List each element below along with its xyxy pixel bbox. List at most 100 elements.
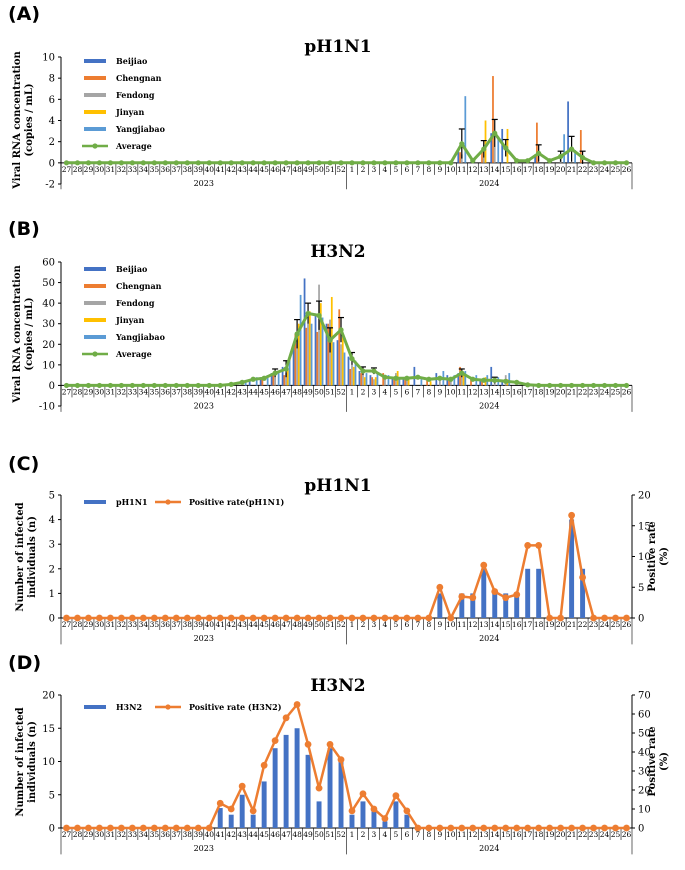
x-tick-label: 13 [479,165,489,174]
x-tick-label: 23 [589,387,599,396]
line-point [414,614,422,622]
bar-h3n2 [338,761,344,828]
line-point [579,382,586,389]
line-point [590,614,597,622]
y2-tick-label: 5 [638,583,644,594]
line-point [503,378,509,384]
line-point [315,784,323,792]
y-tick-label: 40 [42,299,55,310]
x-tick-label: 18 [534,165,544,174]
chart-title: pH1N1 [304,476,371,496]
line-point [63,382,70,389]
year-label: 2023 [194,401,214,410]
x-tick-label: 23 [589,165,599,174]
x-tick-label: 6 [405,830,410,839]
x-tick-label: 38 [183,620,193,629]
x-tick-label: 22 [578,165,588,174]
line-point [492,130,498,136]
x-tick-label: 33 [128,620,138,629]
line-point [151,160,157,166]
x-tick-label: 50 [314,165,324,174]
bar-chengnan [448,379,450,386]
x-tick-label: 37 [172,620,182,629]
y2-tick-label: 40 [638,748,651,759]
line-point [557,824,565,832]
x-tick-label: 2 [361,620,366,629]
line-point [568,511,576,519]
x-tick-label: 43 [237,830,247,839]
bar-chengnan [349,368,352,386]
x-tick-label: 10 [446,165,456,174]
bar-fendong [296,340,298,386]
bar-h3n2 [327,748,333,828]
bar-h3n2 [371,808,377,828]
line-point [492,377,498,383]
bar-fendong [285,373,287,386]
x-tick-label: 28 [73,620,83,629]
x-tick-label: 15 [501,165,511,174]
y2-tick-label: 60 [638,710,651,721]
bar-jinyan [341,334,344,386]
chart-title: H3N2 [310,242,365,262]
line-point [206,382,212,389]
line-point [381,614,389,622]
x-tick-label: 36 [161,620,171,629]
x-tick-label: 45 [259,830,269,839]
x-tick-label: 41 [215,165,225,174]
bar-beijiao [490,133,493,163]
legend-swatch [84,93,106,97]
legend-swatch [165,499,171,505]
line-point [547,158,553,164]
x-tick-label: 42 [226,387,236,396]
bar-yangjiabao [277,371,280,386]
line-point [327,337,333,343]
x-tick-label: 27 [62,387,72,396]
x-tick-label: 7 [415,387,420,396]
line-point [195,160,201,166]
line-point [326,614,334,622]
bar-yangjiabao [244,381,247,386]
x-tick-label: 20 [556,620,566,629]
x-tick-label: 21 [567,830,577,839]
x-tick-label: 44 [248,387,258,396]
line-positive-rate-h3n2- [66,701,627,830]
line-point [96,824,103,832]
x-tick-label: 19 [545,165,555,174]
y-tick-label: 0 [49,158,55,169]
x-tick-label: 12 [468,830,478,839]
line-point [569,146,575,152]
y-tick-label: 0 [49,381,55,392]
legend-label: Average [115,141,152,151]
x-tick-label: 16 [512,165,522,174]
x-tick-label: 39 [193,387,203,396]
x-tick-label: 49 [303,620,313,629]
x-tick-label: 48 [292,165,302,174]
x-tick-label: 31 [106,165,116,174]
line-point [172,614,180,622]
x-tick-label: 44 [248,620,258,629]
y2-tick-label: 20 [638,786,651,797]
x-tick-label: 26 [622,165,632,174]
x-tick-label: 8 [426,165,431,174]
x-tick-label: 11 [457,165,467,174]
x-tick-label: 13 [479,620,489,629]
panel-label: (D) [8,652,41,674]
legend-label: Chengnan [116,281,162,291]
x-tick-label: 25 [611,165,621,174]
line-point [558,382,564,389]
year-label: 2023 [194,634,214,643]
y-tick-label: 5 [49,790,55,801]
line-point [370,805,378,813]
line-point [239,160,245,166]
line-point [480,561,488,569]
bar-h3n2 [404,814,410,828]
line-point [74,160,81,166]
line-point [118,160,124,166]
line-point [447,614,455,622]
x-tick-label: 13 [479,830,489,839]
legend-swatch [84,59,106,63]
line-point [415,374,421,380]
line-point [382,160,388,166]
